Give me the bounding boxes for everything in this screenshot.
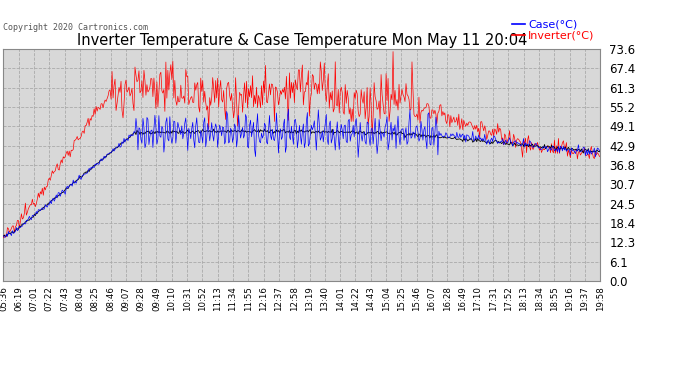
Title: Inverter Temperature & Case Temperature Mon May 11 20:04: Inverter Temperature & Case Temperature … (77, 33, 527, 48)
Text: Copyright 2020 Cartronics.com: Copyright 2020 Cartronics.com (3, 24, 148, 33)
Legend: Case(°C), Inverter(°C): Case(°C), Inverter(°C) (512, 20, 595, 40)
